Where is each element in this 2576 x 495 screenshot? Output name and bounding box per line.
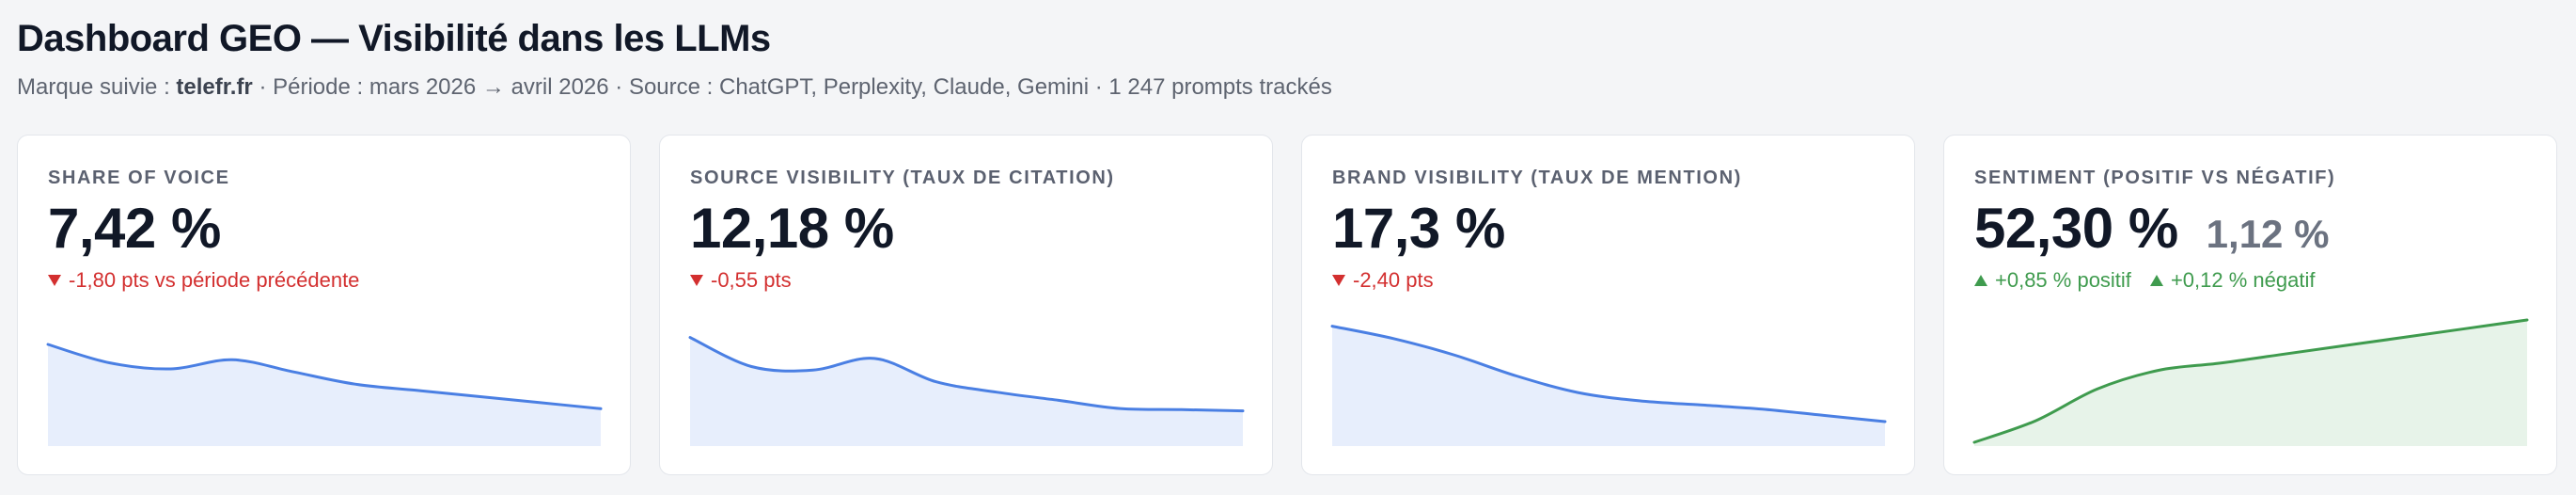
- card-label: SENTIMENT (POSITIF VS NÉGATIF): [1974, 168, 2336, 188]
- delta-text: +0,12 % négatif: [2170, 268, 2316, 292]
- delta-indicator: -0,55 pts: [690, 267, 792, 294]
- card-deltas: -0,55 pts: [690, 267, 1242, 294]
- card-label: SHARE OF VOICE: [48, 168, 230, 188]
- sparkline-chart: [46, 343, 603, 446]
- kpi-card-source-visibility[interactable]: SOURCE VISIBILITY (TAUX DE CITATION) 12,…: [659, 135, 1273, 475]
- delta-text: +0,85 % positif: [1995, 268, 2131, 292]
- sparkline-chart: [1972, 318, 2529, 446]
- sparkline-area: [48, 344, 601, 446]
- subtitle-details: · Période : mars 2026 → avril 2026 · Sou…: [252, 74, 1332, 100]
- delta-text: -2,40 pts: [1353, 268, 1434, 292]
- card-value: 7,42 %: [48, 197, 221, 260]
- kpi-card-share-of-voice[interactable]: SHARE OF VOICE 7,42 % -1,80 pts vs pério…: [17, 135, 631, 475]
- page-title: Dashboard GEO — Visibilité dans les LLMs: [17, 18, 771, 59]
- sparkline-line: [1972, 318, 2529, 444]
- card-value-positive: 52,30 %: [1974, 197, 2178, 260]
- card-value-negative: 1,12 %: [2206, 212, 2330, 256]
- page-subtitle: Marque suivie : telefr.fr · Période : ma…: [17, 73, 2559, 102]
- delta-text: -0,55 pts: [711, 268, 792, 292]
- kpi-card-sentiment[interactable]: SENTIMENT (POSITIF VS NÉGATIF) 52,30 % 1…: [1943, 135, 2557, 475]
- card-value-row: 12,18 %: [690, 196, 1242, 262]
- card-value-row: 7,42 %: [48, 196, 600, 262]
- card-value-row: 17,3 %: [1332, 196, 1884, 262]
- delta-indicator: -1,80 pts vs période précédente: [48, 267, 359, 294]
- delta-text: -1,80 pts vs période précédente: [69, 268, 360, 292]
- sparkline-area: [690, 337, 1243, 446]
- arrow-down-icon: [690, 275, 703, 286]
- sparkline-line: [688, 336, 1245, 413]
- card-value-row: 52,30 % 1,12 %: [1974, 196, 2526, 262]
- sparkline-line: [46, 343, 603, 410]
- card-label: BRAND VISIBILITY (TAUX DE MENTION): [1332, 168, 1742, 188]
- delta-indicator: -2,40 pts: [1332, 267, 1434, 294]
- arrow-down-icon: [48, 275, 61, 286]
- card-value: 17,3 %: [1332, 197, 1505, 260]
- arrow-up-icon: [2149, 275, 2163, 286]
- kpi-card-brand-visibility[interactable]: BRAND VISIBILITY (TAUX DE MENTION) 17,3 …: [1301, 135, 1915, 475]
- arrow-up-icon: [1974, 275, 1987, 286]
- kpi-cards: SHARE OF VOICE 7,42 % -1,80 pts vs pério…: [17, 135, 2557, 475]
- card-deltas: -1,80 pts vs période précédente: [48, 267, 600, 294]
- sparkline-area: [1332, 326, 1885, 446]
- delta-indicator-positive: +0,85 % positif: [1974, 267, 2131, 294]
- sparkline-line: [1330, 325, 1887, 423]
- arrow-down-icon: [1332, 275, 1345, 286]
- delta-indicator-negative: +0,12 % négatif: [2149, 267, 2316, 294]
- card-label: SOURCE VISIBILITY (TAUX DE CITATION): [690, 168, 1115, 188]
- card-deltas: -2,40 pts: [1332, 267, 1884, 294]
- sparkline-chart: [688, 336, 1245, 446]
- subtitle-prefix: Marque suivie :: [17, 74, 177, 100]
- tracked-brand: telefr.fr: [176, 74, 253, 100]
- card-deltas: +0,85 % positif +0,12 % négatif: [1974, 267, 2526, 294]
- sparkline-area: [1974, 320, 2527, 446]
- page-header: Dashboard GEO — Visibilité dans les LLMs…: [17, 15, 2559, 132]
- card-value: 12,18 %: [690, 197, 894, 260]
- sparkline-chart: [1330, 325, 1887, 446]
